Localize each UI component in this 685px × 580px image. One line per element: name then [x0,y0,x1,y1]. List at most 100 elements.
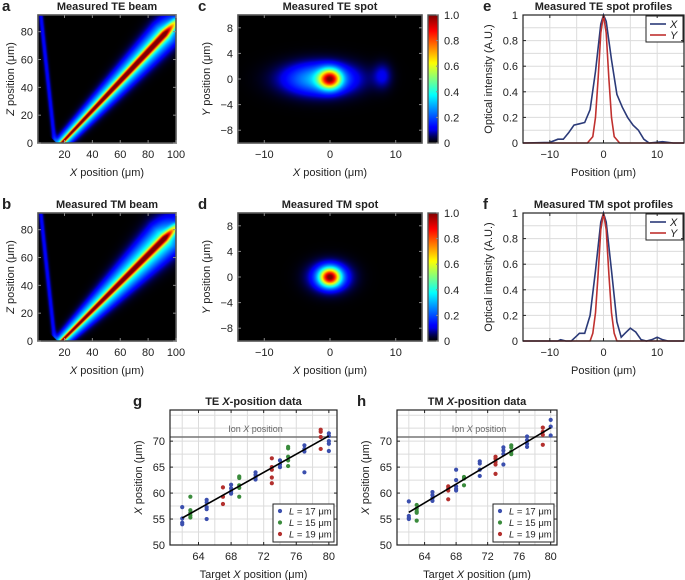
legend-box [645,15,684,43]
x-tick-label: −10 [255,149,274,161]
y-tick-label: −4 [220,298,233,310]
data-point [414,510,419,515]
y-tick-label: 0.6 [503,259,518,271]
x-tick-label: 80 [142,149,154,161]
x-tick-label: 80 [323,551,335,563]
y-tick-label: 0.2 [503,310,518,322]
y-axis-label: Optical intensity (A.U.) [483,222,495,331]
legend-marker [497,520,503,525]
axes-box [37,212,177,342]
x-axis-label: Target X position (μm) [200,569,308,580]
x-tick-label: 64 [192,551,204,563]
data-point [318,446,323,452]
y-tick-label: 40 [21,280,33,292]
axes-box [37,14,177,144]
legend-label: L = 17 μm [289,507,332,518]
y-tick-label: 65 [380,462,392,474]
data-point [269,481,274,486]
x-tick-label: 20 [58,347,70,359]
panel-title: Measured TE spot profiles [535,1,673,13]
legend-label: Y [670,228,678,240]
x-tick-label: 0 [600,149,606,161]
legend-label: Y [670,30,678,42]
data-point [548,417,553,422]
y-tick-label: 0 [512,336,518,348]
y-tick-label: 40 [21,82,33,94]
y-axis-label: Y position (μm) [201,42,213,116]
data-point [326,448,331,454]
x-tick-label: 40 [86,149,98,161]
data-point [501,445,506,450]
data-point [180,522,185,527]
x-tick-label: 68 [450,551,462,563]
data-point [228,482,234,487]
colorbar-tick-label: 1.0 [444,10,459,22]
fit-line [181,435,330,519]
colorbar-tick-label: 0.4 [444,285,459,297]
data-point [237,475,242,481]
colorbar-tick-label: 0.6 [444,259,459,271]
x-tick-label: 64 [418,551,430,563]
y-tick-label: 1 [512,208,518,220]
x-tick-label: 100 [167,347,185,359]
data-point [204,507,209,512]
x-tick-label: −10 [540,347,559,359]
panel-letter: e [483,0,491,15]
x-tick-label: 20 [58,149,70,161]
y-tick-label: −8 [220,125,233,137]
y-axis-label: X position (μm) [360,440,372,515]
legend-label: L = 15 μm [289,518,332,529]
colorbar-tick-label: 0.8 [444,36,459,48]
legend-label: L = 15 μm [509,518,552,529]
tm-spot-heatmap [238,213,422,341]
panel-letter: h [357,393,366,410]
legend-box [492,503,555,543]
data-point [220,485,226,490]
data-point [540,442,545,447]
y-tick-label: 8 [227,23,233,35]
data-point [228,491,234,496]
panel-f: XY −10 0 10 0 0.2 0.4 0.6 0.8 1 Position (μm) Optic… [483,196,685,377]
legend-marker [277,531,283,537]
panel-h: Ion X position L = 17 μmL = 15 μmL = 19 μ… [357,393,558,580]
ion-position-label: Ion X position [228,424,283,434]
legend-label: X [669,19,678,31]
panel-title: Measured TM beam [56,199,158,211]
data-point [501,448,506,453]
x-axis-label: X position (μm) [292,365,367,377]
x-tick-label: 10 [651,347,663,359]
x-axis-label: Position (μm) [571,167,636,179]
data-point [477,461,482,466]
y-tick-label: 0.8 [503,36,518,48]
x-tick-label: 0 [327,347,333,359]
x-tick-label: 72 [258,551,270,563]
x-axis-label: Position (μm) [571,365,636,377]
colorbar-tick-label: 0.2 [444,112,459,124]
x-tick-label: −10 [540,149,559,161]
legend-marker [497,531,503,537]
data-point [524,434,530,439]
fit-line [408,426,552,513]
profile-line-x [522,12,684,144]
y-tick-label: 0.8 [503,234,518,246]
colorbar-tick-label: 0 [444,336,450,348]
y-tick-label: 65 [153,462,165,474]
x-tick-label: 10 [390,347,402,359]
data-point [493,471,498,476]
data-point [220,501,226,507]
legend-marker [497,508,503,514]
y-tick-label: 80 [21,27,33,39]
data-point [302,443,307,448]
data-point [430,498,435,503]
data-point [454,488,459,493]
data-point [180,504,185,510]
panel-g: Ion X position L = 17 μmL = 15 μmL = 19 μ… [133,393,338,580]
data-point [204,516,209,522]
x-tick-label: 10 [390,149,402,161]
panel-title: Measured TM spot [282,199,379,211]
data-point [524,444,530,449]
colorbar-box [427,212,439,342]
data-point [501,462,506,467]
